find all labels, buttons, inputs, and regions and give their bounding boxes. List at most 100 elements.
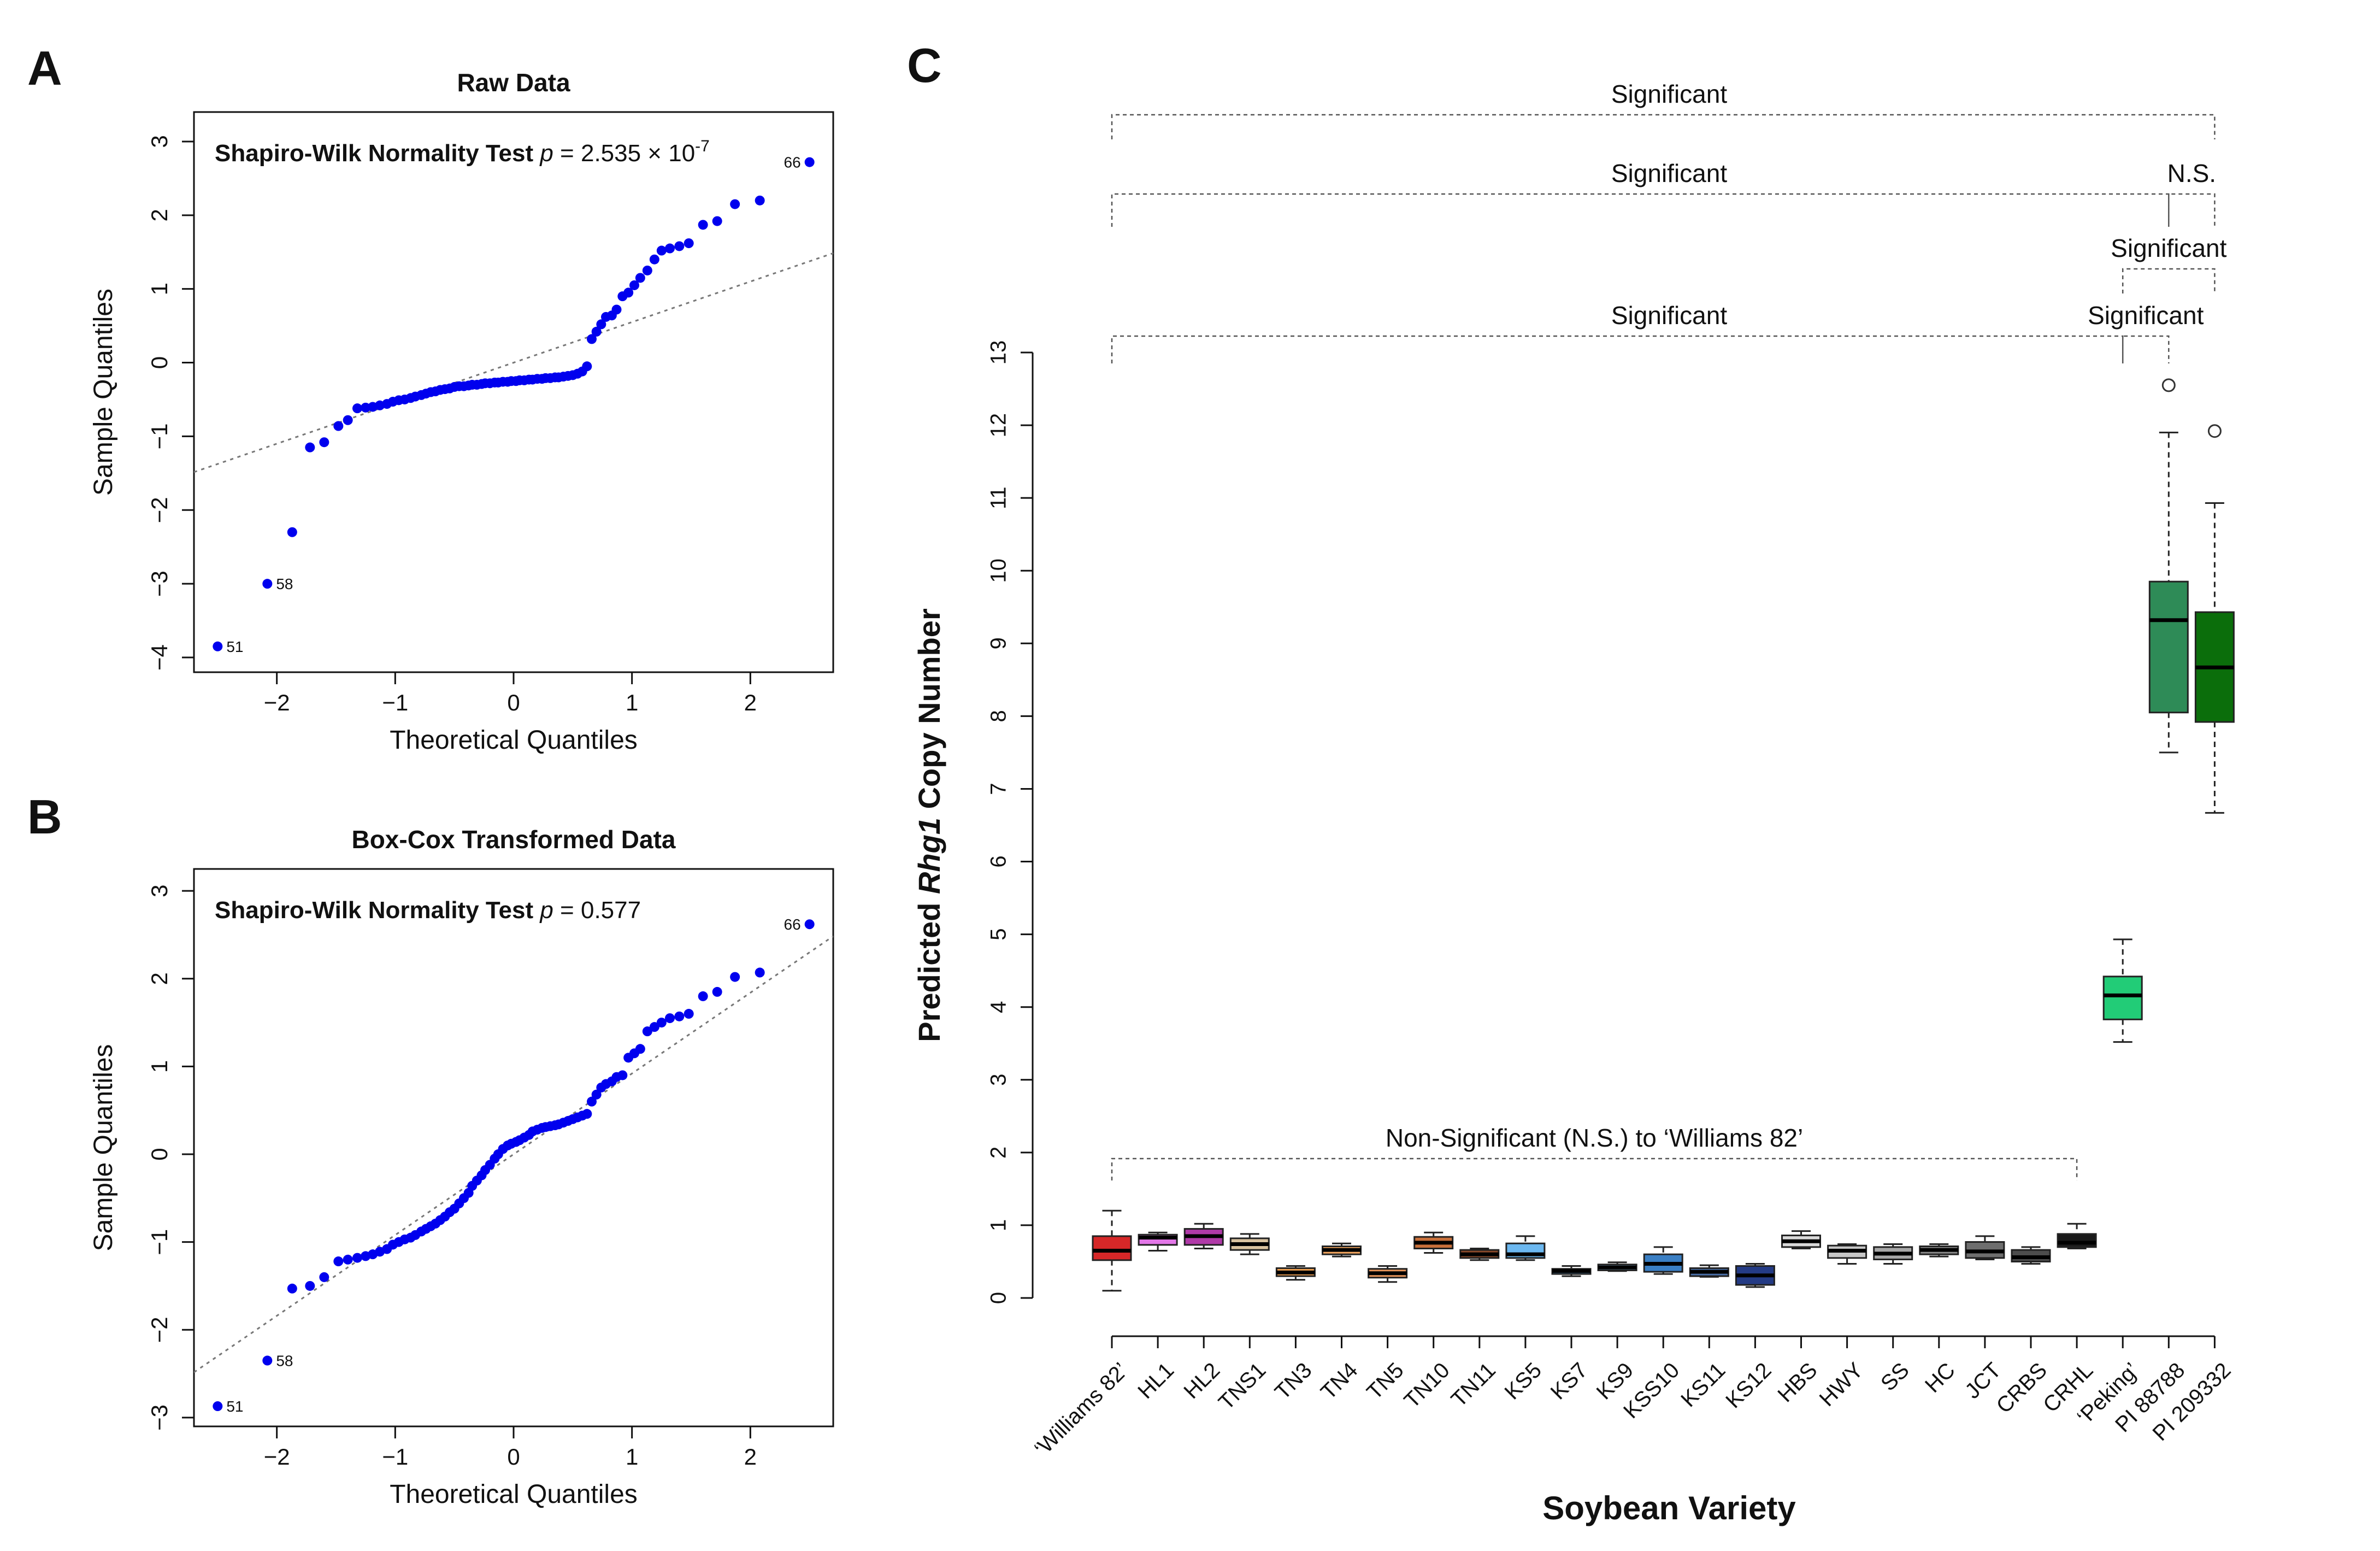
data-point	[333, 421, 344, 431]
box-ss	[1873, 1243, 1913, 1265]
data-point	[582, 1109, 592, 1119]
data-point	[617, 1070, 628, 1080]
y-tick-label: 0	[146, 1148, 172, 1160]
x-tick-label: −1	[382, 690, 408, 715]
data-point	[755, 195, 765, 205]
y-tick-label: 1	[146, 1060, 172, 1073]
chart-title: Box-Cox Transformed Data	[351, 825, 675, 854]
qq-plot-boxcox: Box-Cox Transformed Data 51 58 66 −2 −1 0 1 2 −3 −…	[89, 825, 834, 1509]
box-body	[2057, 1233, 2097, 1248]
p-value: = 0.577	[553, 897, 641, 924]
data-point	[591, 1089, 602, 1100]
panel-letter-a: A	[27, 41, 62, 95]
outlier-point	[2161, 378, 2176, 392]
category-label: TN11	[1447, 1358, 1500, 1412]
outlier-point	[2207, 424, 2222, 438]
data-point	[582, 361, 592, 372]
y-tick-label: 4	[987, 1001, 1011, 1013]
box-tn5	[1368, 1265, 1408, 1283]
y-tick-label: 0	[146, 356, 172, 369]
significance-label: Significant	[2111, 234, 2226, 262]
box-hwy	[1827, 1243, 1868, 1265]
box-tn10	[1413, 1231, 1454, 1254]
x-tick-label: 1	[626, 690, 638, 715]
data-point	[730, 199, 740, 209]
y-tick-label: −2	[146, 497, 172, 523]
box-williams-82	[1092, 1209, 1132, 1292]
data-point	[591, 326, 602, 337]
data-point	[319, 437, 329, 448]
data-point	[352, 1253, 362, 1263]
shapiro-wilk-annotation: Shapiro-Wilk Normality Test p = 2.535 × …	[215, 137, 710, 167]
reference-line	[194, 252, 833, 473]
significance-label: N.S.	[2167, 159, 2216, 187]
data-point	[804, 919, 815, 930]
panel-letter-c: C	[907, 38, 942, 92]
box-crhl	[2057, 1223, 2097, 1250]
data-point	[730, 972, 740, 982]
y-tick-label: 13	[987, 340, 1011, 365]
y-tick-label: 8	[987, 710, 1011, 722]
box-tn11	[1459, 1248, 1500, 1261]
y-tick-label: 6	[987, 855, 1011, 867]
data-point	[213, 1401, 223, 1412]
significance-bracket	[2168, 193, 2216, 227]
data-point	[649, 1022, 659, 1032]
x-axis-label: Theoretical Quantiles	[390, 1480, 638, 1509]
data-point	[712, 986, 722, 997]
y-tick-label: −2	[146, 1317, 172, 1343]
data-point	[596, 319, 606, 330]
significance-label: Non-Significant (N.S.) to ‘Williams 82’	[1386, 1124, 1803, 1152]
y-axis-label: Predicted Rhg1 Copy Number	[912, 608, 946, 1042]
data-point	[656, 1018, 667, 1028]
point-label: 51	[226, 1398, 243, 1415]
significance-bracket	[1111, 335, 2124, 363]
data-point	[213, 641, 223, 651]
y-tick-label: 3	[146, 884, 172, 897]
point-label: 51	[226, 638, 243, 655]
x-tick-label: 2	[744, 690, 757, 715]
data-point	[698, 220, 708, 230]
x-tick-label: 1	[626, 1444, 638, 1470]
significance-label: Significant	[1611, 159, 1727, 187]
p-exponent: -7	[695, 137, 710, 155]
x-tick-label: −2	[264, 690, 290, 715]
x-axis-label: Theoretical Quantiles	[390, 726, 638, 755]
y-tick-label: −1	[146, 1229, 172, 1255]
category-label: TN4	[1316, 1358, 1363, 1405]
data-point	[287, 527, 297, 537]
y-tick-label: 3	[987, 1074, 1011, 1086]
data-point	[684, 238, 694, 249]
box-pi-209332	[2194, 424, 2235, 814]
data-point	[587, 334, 597, 344]
y-axis-label: Sample Quantiles	[89, 289, 118, 496]
data-point	[804, 157, 815, 167]
y-tick-label: 1	[146, 283, 172, 295]
data-point	[635, 1044, 645, 1054]
point-label: 66	[784, 916, 801, 933]
y-axis-label-suffix: Copy Number	[912, 608, 946, 818]
data-point	[305, 442, 315, 453]
box-hl1	[1138, 1231, 1178, 1252]
y-tick-label: 2	[146, 972, 172, 985]
data-point	[343, 1254, 353, 1265]
box-hc	[1919, 1243, 1959, 1258]
point-label: 58	[276, 575, 293, 592]
x-tick-label: −2	[264, 1444, 290, 1470]
category-label: HC	[1921, 1358, 1960, 1397]
y-tick-label: 9	[987, 637, 1011, 649]
data-point	[665, 1013, 675, 1024]
y-tick-label: 0	[987, 1292, 1011, 1304]
category-label: HL1	[1133, 1358, 1179, 1403]
y-axis-label-gene: Rhg1	[912, 818, 946, 894]
y-axis-label-prefix: Predicted	[912, 894, 946, 1042]
box-peking	[2102, 938, 2143, 1043]
category-label: KS5	[1500, 1358, 1546, 1405]
significance-bracket	[1111, 193, 2170, 227]
category-label: HWY	[1815, 1358, 1868, 1411]
panel-letter-b: B	[27, 790, 62, 844]
box-crbs	[2011, 1246, 2051, 1265]
category-label: TN3	[1270, 1358, 1317, 1405]
